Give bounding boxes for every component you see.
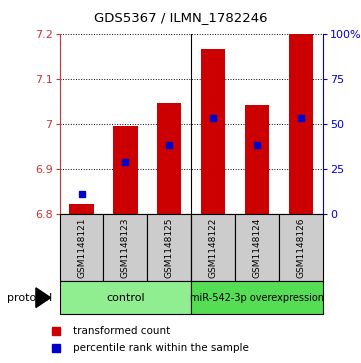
Bar [147,214,191,281]
Bar [289,34,313,214]
Bar [279,214,323,281]
Text: GSM1148122: GSM1148122 [209,217,218,278]
Text: miR-542-3p overexpression: miR-542-3p overexpression [190,293,324,303]
Text: GSM1148121: GSM1148121 [77,217,86,278]
Bar [60,281,191,314]
Text: control: control [106,293,145,303]
Bar [60,214,104,281]
Polygon shape [36,288,51,307]
Text: GSM1148126: GSM1148126 [297,217,306,278]
Bar [157,103,182,214]
Bar [245,105,269,214]
Bar [235,214,279,281]
Text: GSM1148125: GSM1148125 [165,217,174,278]
Bar [191,214,235,281]
Bar [104,214,147,281]
Text: transformed count: transformed count [73,326,170,336]
Bar [113,126,138,214]
Bar [69,204,93,214]
Bar [191,281,323,314]
Text: GSM1148124: GSM1148124 [253,217,262,278]
Bar [201,49,225,214]
Text: percentile rank within the sample: percentile rank within the sample [73,343,249,353]
Text: GSM1148123: GSM1148123 [121,217,130,278]
Text: protocol: protocol [7,293,52,303]
Text: GDS5367 / ILMN_1782246: GDS5367 / ILMN_1782246 [94,11,267,24]
